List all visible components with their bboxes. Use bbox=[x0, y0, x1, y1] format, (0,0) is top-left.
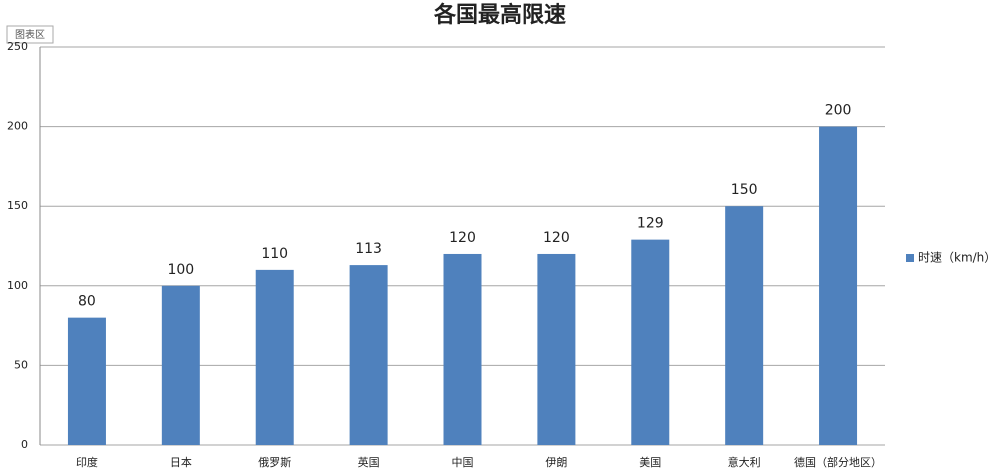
chart-area-tip: 图表区 bbox=[15, 28, 45, 41]
data-label: 113 bbox=[355, 241, 382, 257]
x-tick-label: 中国 bbox=[452, 456, 474, 469]
bar bbox=[255, 269, 294, 445]
x-tick-label: 英国 bbox=[358, 455, 380, 469]
legend-label: 时速（km/h） bbox=[918, 251, 996, 265]
chart-title: 各国最高限速 bbox=[433, 2, 566, 28]
bar bbox=[631, 239, 670, 445]
bar bbox=[819, 126, 858, 445]
x-tick-label: 德国（部分地区） bbox=[794, 455, 882, 469]
bar bbox=[537, 253, 576, 445]
data-label: 200 bbox=[825, 103, 852, 119]
x-tick-label: 美国 bbox=[639, 456, 661, 469]
x-tick-label: 日本 bbox=[170, 455, 192, 469]
data-label: 120 bbox=[449, 230, 476, 246]
bar bbox=[443, 253, 482, 445]
chart-area-tip-box bbox=[6, 25, 54, 44]
x-tick-label: 意大利 bbox=[728, 455, 761, 469]
bar bbox=[67, 317, 106, 445]
y-tick-label: 100 bbox=[7, 279, 28, 292]
data-label: 110 bbox=[261, 246, 288, 262]
data-label: 80 bbox=[78, 294, 96, 310]
bar bbox=[725, 206, 764, 445]
bar bbox=[161, 285, 200, 445]
data-label: 129 bbox=[637, 216, 664, 232]
data-label: 100 bbox=[167, 262, 194, 278]
x-tick-label: 俄罗斯 bbox=[258, 456, 291, 469]
data-label: 150 bbox=[731, 182, 758, 198]
data-label: 120 bbox=[543, 230, 570, 246]
bar bbox=[349, 265, 388, 445]
y-tick-label: 200 bbox=[7, 120, 28, 133]
y-tick-label: 50 bbox=[14, 358, 28, 371]
x-tick-label: 伊朗 bbox=[545, 456, 567, 469]
y-tick-label: 150 bbox=[7, 199, 28, 212]
y-tick-label: 250 bbox=[7, 40, 28, 53]
x-tick-label: 印度 bbox=[76, 455, 98, 469]
legend-swatch bbox=[906, 254, 914, 262]
y-tick-label: 0 bbox=[21, 438, 28, 451]
